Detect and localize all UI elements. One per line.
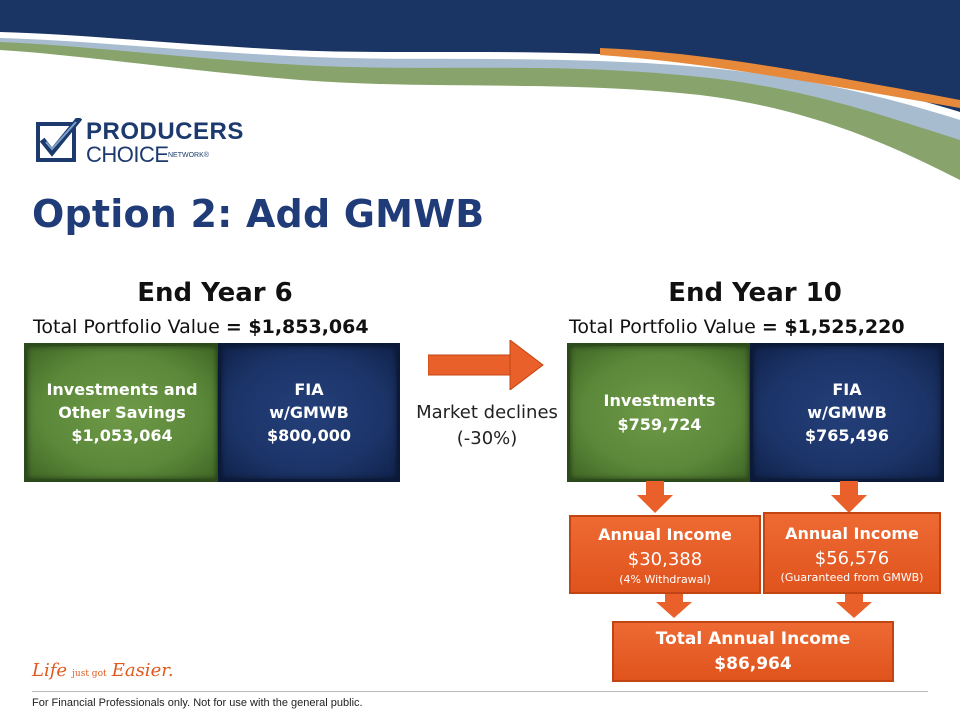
investments-savings-box: Investments and Other Savings $1,053,064 xyxy=(24,343,220,482)
right-subtitle: Total Portfolio Value = $1,525,220 xyxy=(569,316,905,338)
income-label: Annual Income xyxy=(785,523,919,543)
total-value: $86,964 xyxy=(714,653,792,674)
box-value: $765,496 xyxy=(804,426,889,446)
left-subtitle-label: Total Portfolio Value xyxy=(33,316,220,338)
header-wave-banner xyxy=(0,0,960,180)
right-subtitle-label: Total Portfolio Value xyxy=(569,316,756,338)
annual-income-gmwb-box: Annual Income $56,576 (Guaranteed from G… xyxy=(763,512,941,594)
fia-gmwb-box-right: FIA w/GMWB $765,496 xyxy=(750,343,944,482)
tagline-easier: Easier. xyxy=(111,660,174,681)
right-heading: End Year 10 xyxy=(668,278,842,308)
fia-gmwb-box-left: FIA w/GMWB $800,000 xyxy=(218,343,400,482)
box-line: w/GMWB xyxy=(807,402,887,422)
total-annual-income-box: Total Annual Income $86,964 xyxy=(612,621,894,682)
logo-line2: CHOICE xyxy=(86,142,169,167)
left-heading: End Year 6 xyxy=(137,278,293,308)
checkmark-logo-icon xyxy=(36,118,82,162)
left-subtitle: Total Portfolio Value = $1,853,064 xyxy=(33,316,369,338)
tagline-just-got: just got xyxy=(72,669,107,679)
income-value: $56,576 xyxy=(814,547,890,569)
box-line: Investments and xyxy=(46,379,198,399)
total-label: Total Annual Income xyxy=(655,628,851,649)
footer-disclaimer: For Financial Professionals only. Not fo… xyxy=(32,697,363,709)
logo-line1: PRODUCERS xyxy=(86,118,244,145)
market-declines-label: Market declines (-30%) xyxy=(404,400,570,452)
life-just-got-easier-tagline: Life just got Easier. xyxy=(32,660,174,681)
investments-box: Investments $759,724 xyxy=(567,343,752,482)
right-arrow-icon xyxy=(428,340,544,390)
box-value: $759,724 xyxy=(617,414,702,434)
annual-income-investments-box: Annual Income $30,388 (4% Withdrawal) xyxy=(569,515,761,594)
down-arrow-icon xyxy=(637,481,673,513)
right-subtitle-value: = $1,525,220 xyxy=(761,316,905,338)
tagline-life: Life xyxy=(32,660,68,681)
box-value: $800,000 xyxy=(266,426,351,446)
income-value: $30,388 xyxy=(627,549,703,571)
down-arrow-icon xyxy=(831,481,867,513)
box-line: Investments xyxy=(603,391,716,411)
box-line: FIA xyxy=(832,379,862,399)
income-note: (4% Withdrawal) xyxy=(619,572,711,586)
box-line: Other Savings xyxy=(58,402,186,422)
page-title: Option 2: Add GMWB xyxy=(32,192,485,236)
box-value: $1,053,064 xyxy=(71,426,173,446)
footer-divider xyxy=(32,691,928,692)
box-line: FIA xyxy=(294,379,324,399)
down-arrow-icon xyxy=(656,594,692,618)
down-arrow-icon xyxy=(836,594,872,618)
market-line1: Market declines xyxy=(416,402,558,423)
income-note: (Guaranteed from GMWB) xyxy=(780,571,924,585)
income-label: Annual Income xyxy=(598,525,732,545)
box-line: w/GMWB xyxy=(269,402,349,422)
producers-choice-logo: PRODUCERS CHOICE NETWORK® xyxy=(34,118,254,168)
market-line2: (-30%) xyxy=(456,428,518,450)
logo-line3: NETWORK® xyxy=(168,152,209,159)
left-subtitle-value: = $1,853,064 xyxy=(225,316,369,338)
